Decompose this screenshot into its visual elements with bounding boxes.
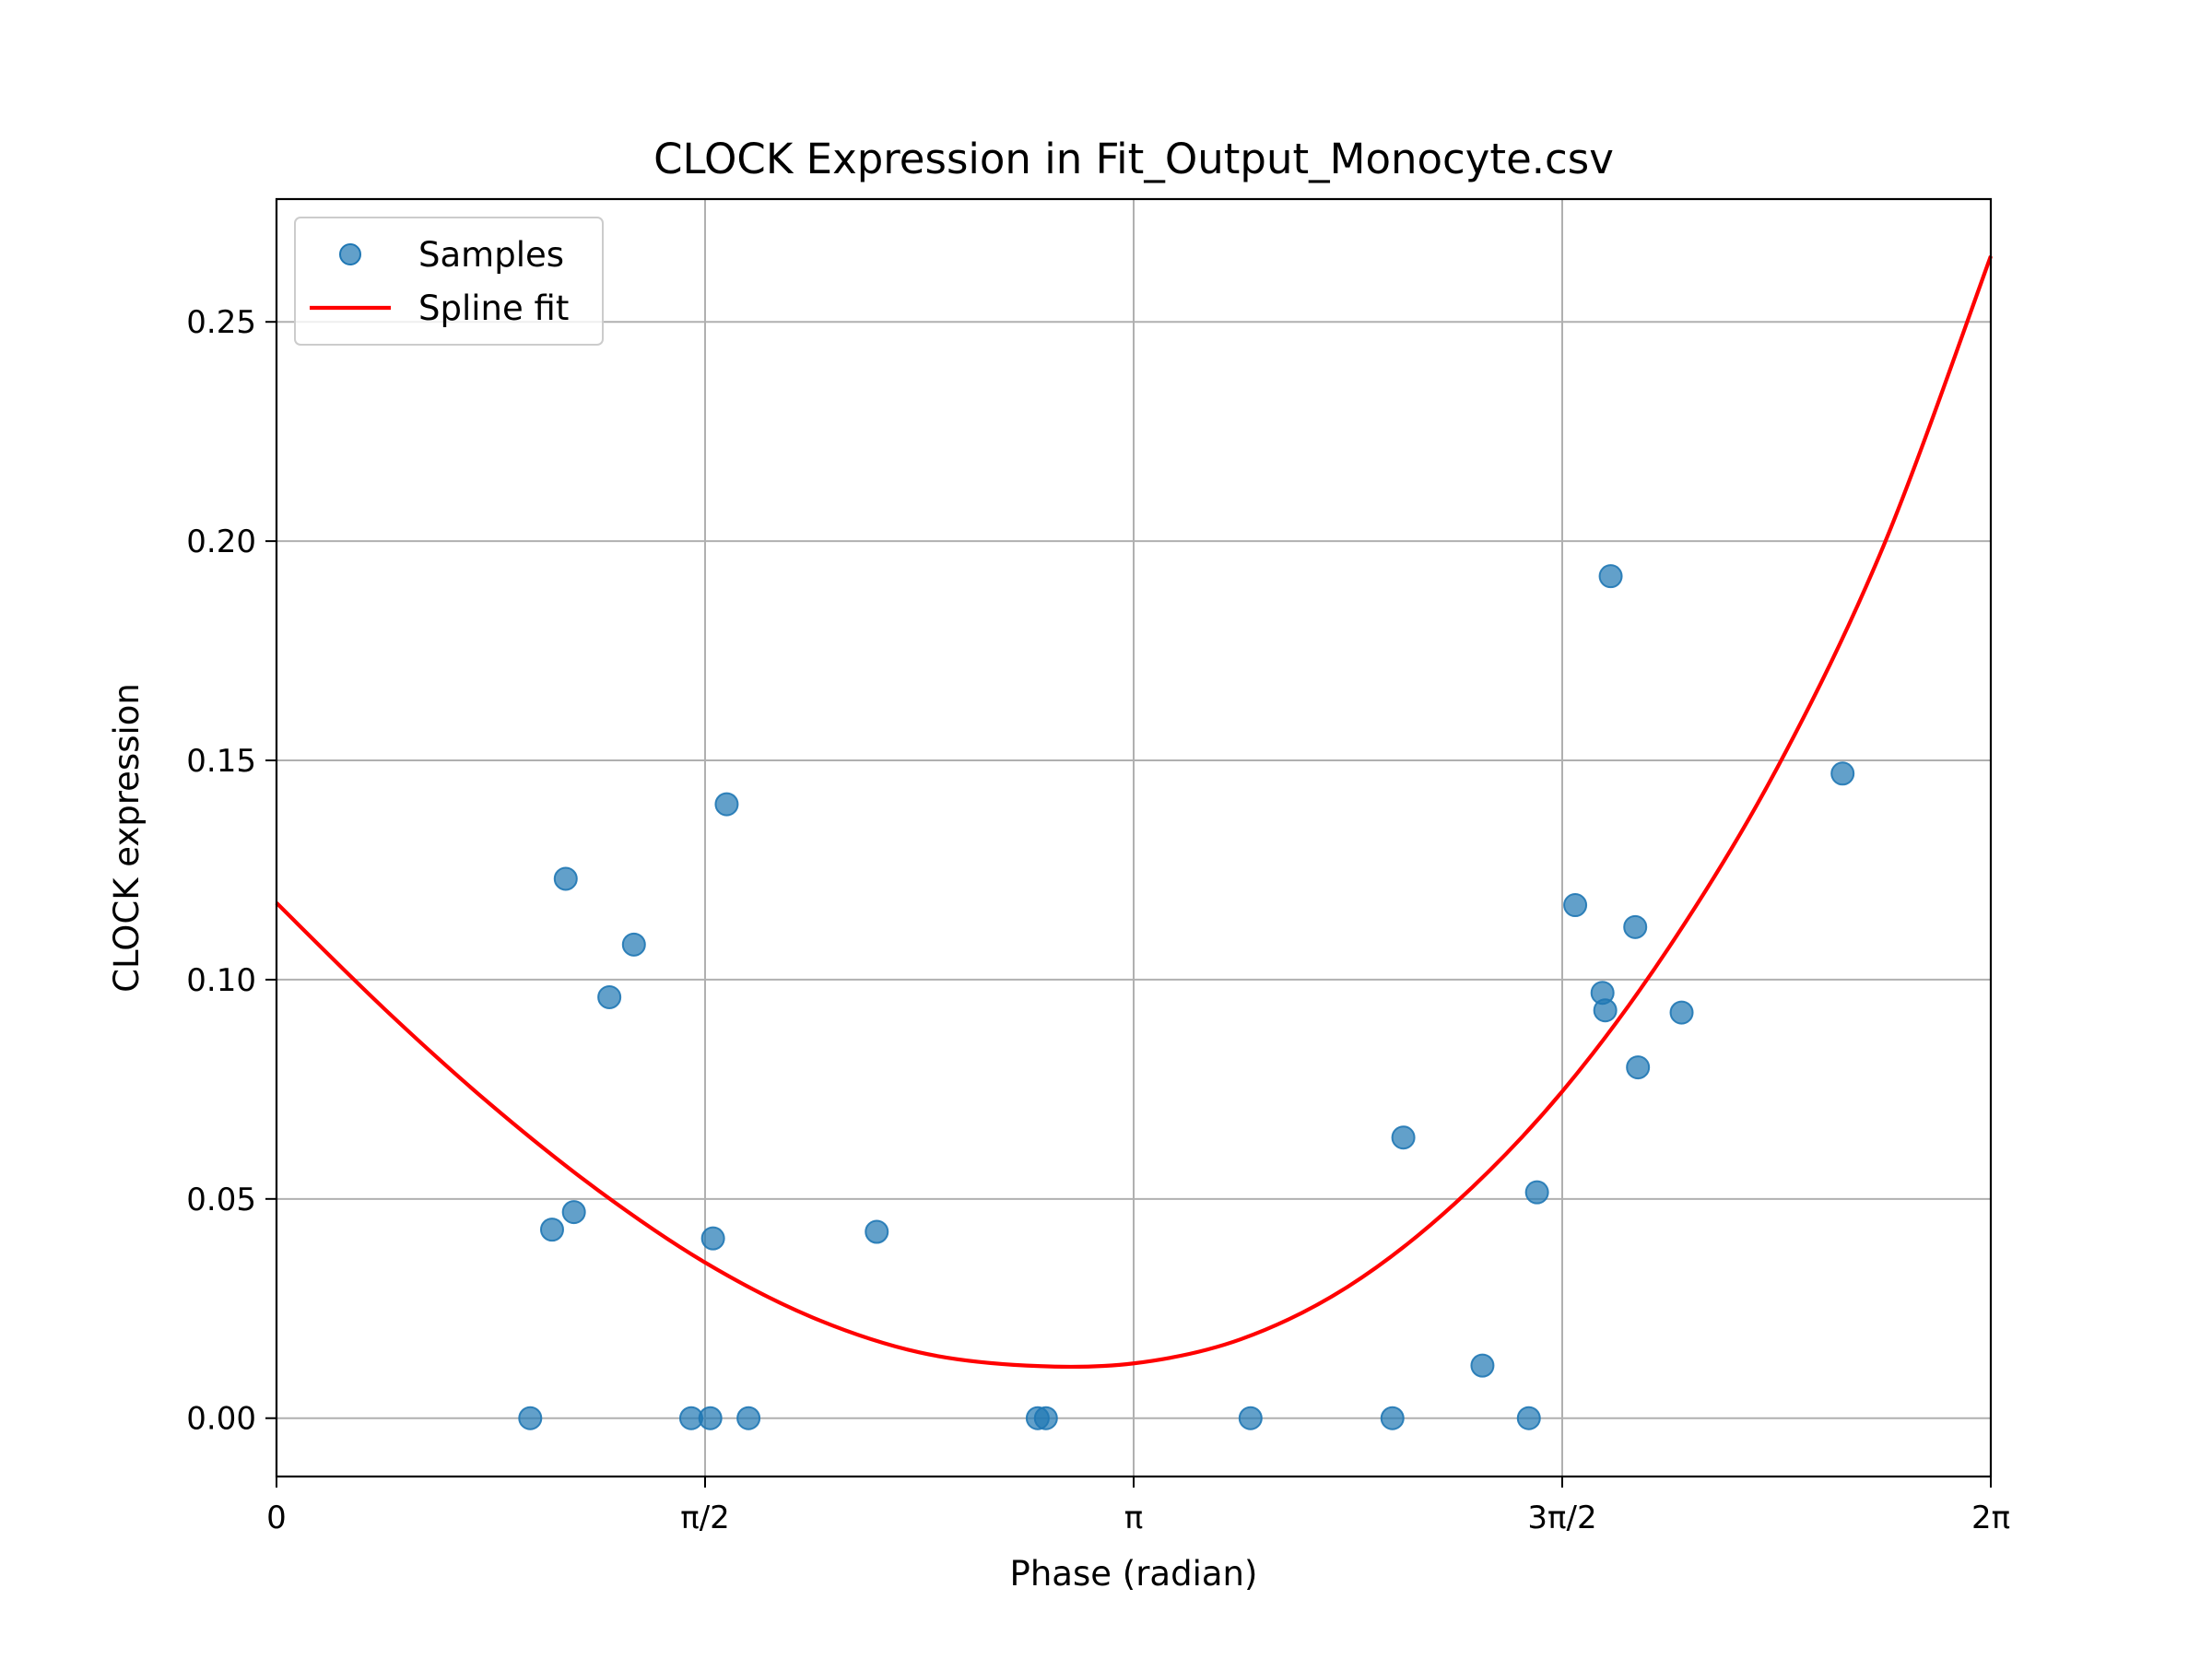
chart-title: CLOCK Expression in Fit_Output_Monocyte.… [653, 135, 1614, 183]
x-tick-label: 3π/2 [1527, 1500, 1596, 1536]
legend-samples-marker [339, 243, 361, 265]
y-tick-label: 0.20 [186, 524, 256, 560]
x-tick-label: π [1124, 1500, 1143, 1536]
x-tick-label: π/2 [680, 1500, 730, 1536]
y-tick-label: 0.05 [186, 1182, 256, 1218]
spline-fit-line [275, 255, 1993, 1370]
x-tick-label: 2π [1971, 1500, 2010, 1536]
sample-point [1391, 1125, 1416, 1150]
sample-point [561, 1200, 586, 1225]
x-axis-ticks: 0 π/2 π 3π/2 2π [266, 1477, 2010, 1536]
y-tick-label: 0.15 [186, 743, 256, 780]
sample-point [1830, 761, 1855, 786]
legend-samples-label: Samples [418, 235, 564, 275]
y-tick-label: 0.00 [186, 1401, 256, 1438]
grid [276, 199, 1992, 1477]
sample-point [714, 792, 739, 817]
sample-point [1238, 1406, 1263, 1430]
sample-point [1470, 1353, 1495, 1378]
sample-point [1380, 1406, 1405, 1430]
y-tick-label: 0.25 [186, 304, 256, 341]
x-tick-label: 0 [266, 1500, 287, 1536]
sample-point [736, 1406, 761, 1430]
sample-point [698, 1406, 723, 1430]
sample-point [700, 1226, 725, 1251]
sample-point [1623, 914, 1648, 939]
y-tick-label: 0.10 [186, 962, 256, 999]
y-axis-label: CLOCK expression [107, 683, 147, 993]
sample-point [1598, 564, 1623, 589]
legend-box [294, 217, 604, 346]
y-axis-ticks: 0.00 0.05 0.10 0.15 0.20 0.25 [186, 304, 276, 1438]
sample-point [1563, 893, 1588, 918]
sample-point [597, 984, 622, 1009]
sample-point [1033, 1406, 1058, 1430]
sample-point [518, 1406, 543, 1430]
x-axis-label: Phase (radian) [1010, 1554, 1258, 1594]
sample-point [1669, 1000, 1694, 1025]
legend: Samples Spline fit [294, 217, 604, 346]
sample-point [1516, 1406, 1541, 1430]
legend-spline-label: Spline fit [418, 288, 569, 328]
sample-point [621, 932, 646, 957]
sample-point [1626, 1055, 1651, 1080]
sample-point [865, 1219, 889, 1244]
scatter-series [518, 564, 1855, 1430]
sample-point [1593, 998, 1618, 1023]
sample-point [1524, 1180, 1549, 1205]
sample-point [553, 866, 578, 891]
sample-point [539, 1218, 564, 1242]
